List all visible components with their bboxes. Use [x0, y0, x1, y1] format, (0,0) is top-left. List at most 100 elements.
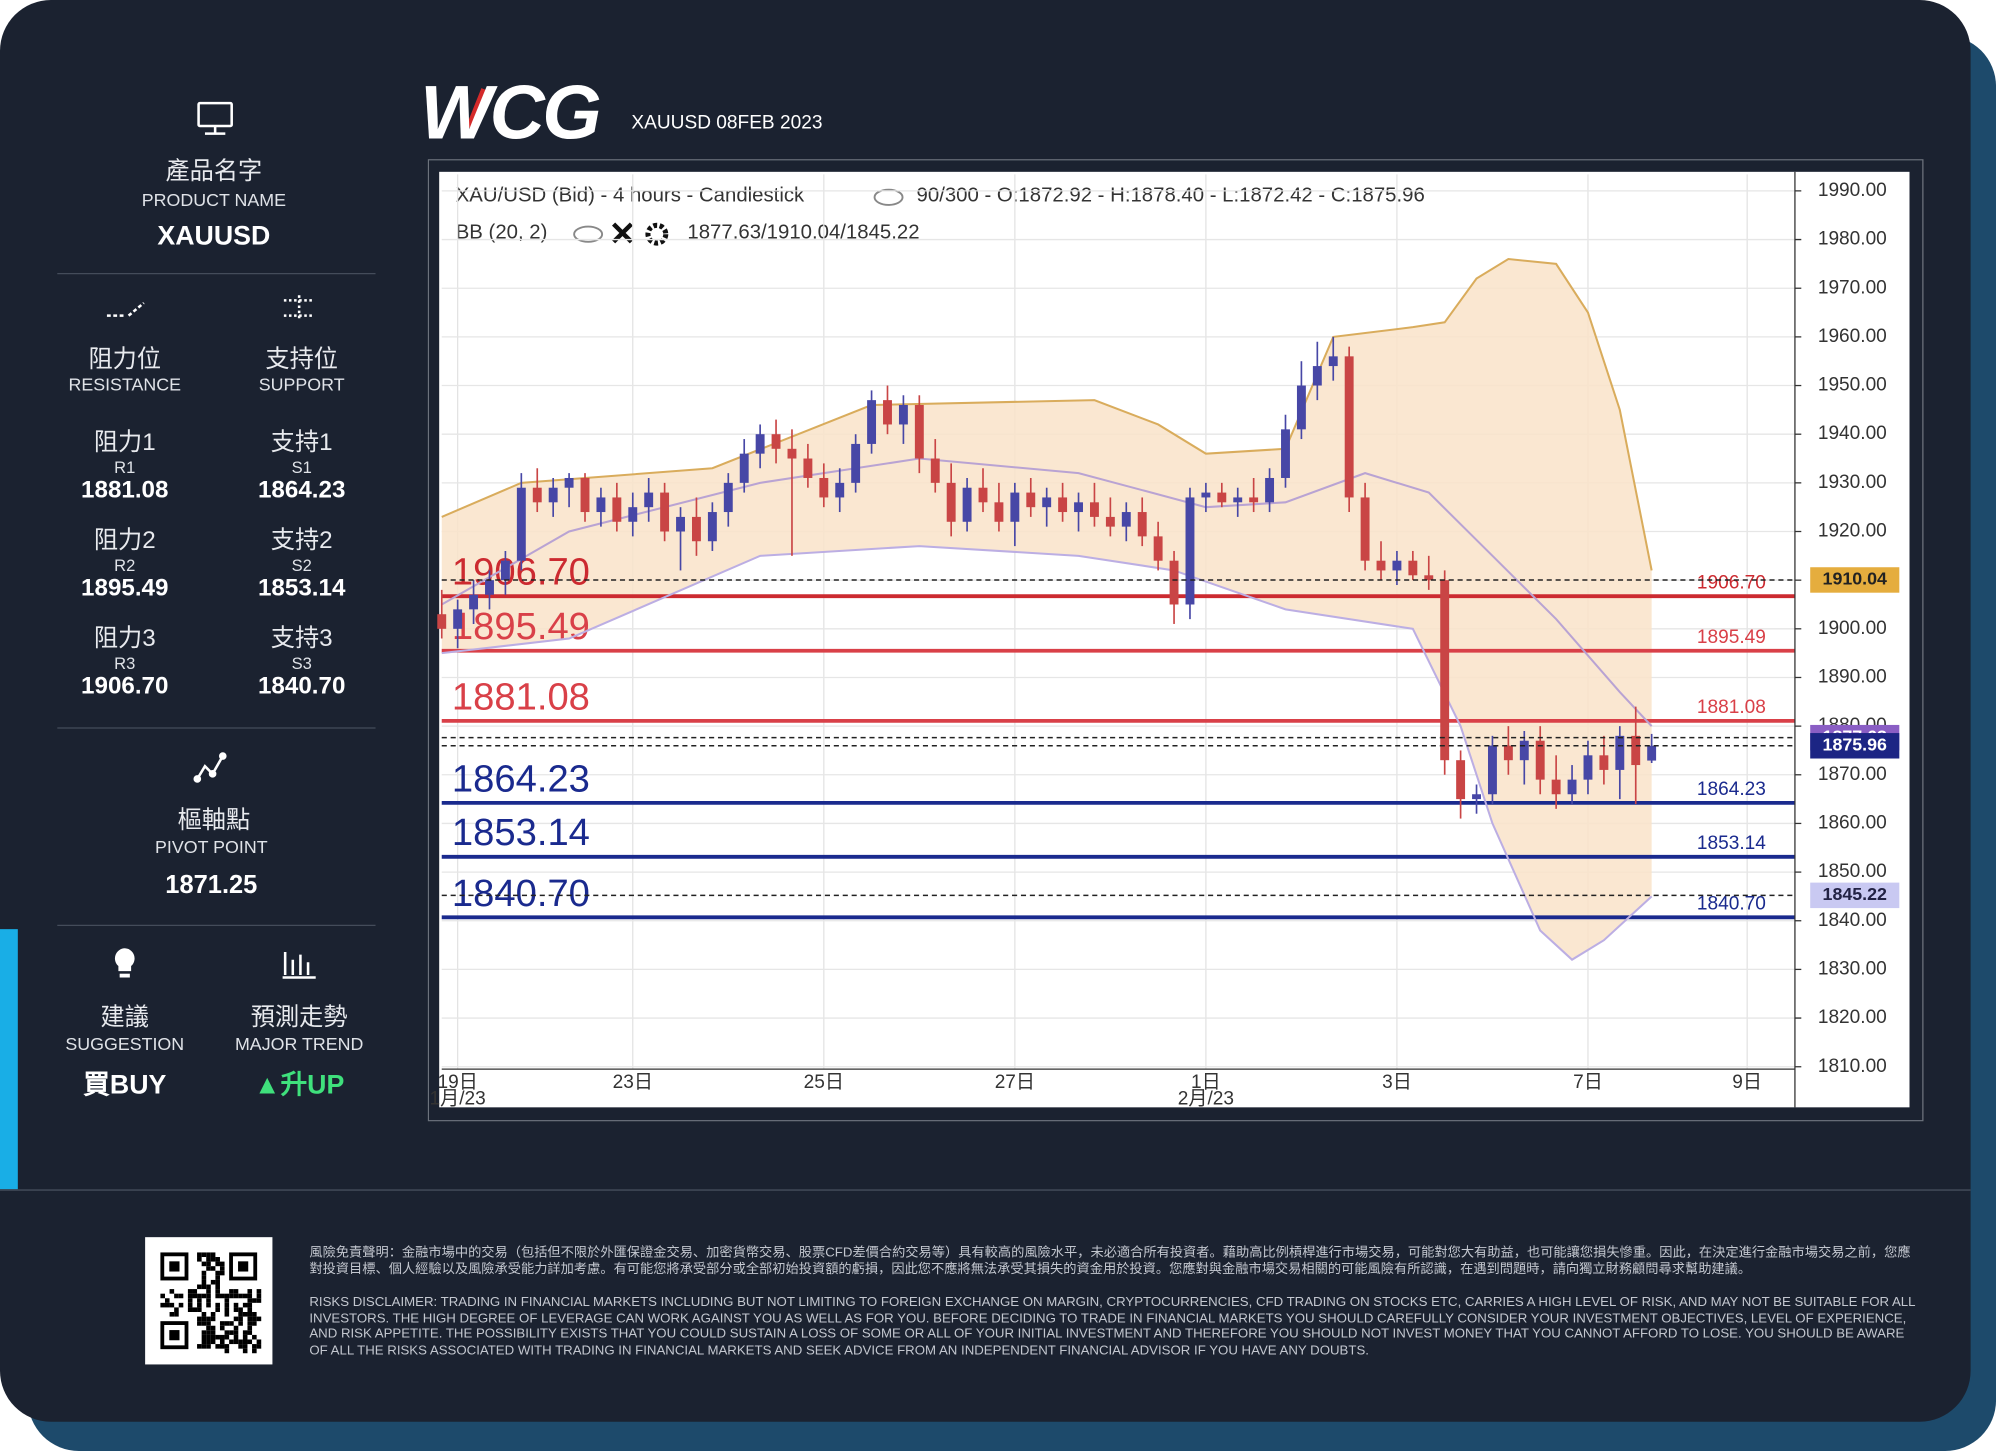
qr-module: [215, 1302, 220, 1308]
candle-body: [453, 609, 463, 629]
qr-module: [247, 1293, 253, 1299]
label-zh: 阻力位: [88, 346, 162, 374]
candle-body: [819, 477, 829, 498]
qr-module: [224, 1307, 230, 1313]
y-tick-label: 1810.00: [1818, 1056, 1887, 1077]
candle-body: [739, 453, 749, 483]
qr-module: [233, 1334, 239, 1340]
candle-body: [1599, 755, 1609, 770]
qr-module: [256, 1298, 262, 1303]
qr-module: [201, 1330, 207, 1335]
qr-module: [224, 1312, 230, 1317]
qr-module: [197, 1298, 202, 1303]
qr-module: [238, 1321, 243, 1326]
qr-module: [206, 1261, 211, 1267]
band-line: [441, 545, 1653, 961]
qr-module: [247, 1325, 253, 1331]
candle-body: [1201, 492, 1211, 498]
y-tick-label: 1840.00: [1818, 910, 1887, 931]
candle-body: [1344, 356, 1354, 498]
suggestion-value: 買BUY: [83, 1070, 167, 1100]
qr-module: [215, 1270, 220, 1276]
candle-body: [612, 497, 622, 522]
candle-body: [1392, 560, 1402, 571]
qr-module: [206, 1334, 211, 1340]
qr-module: [224, 1344, 230, 1349]
qr-module: [164, 1302, 170, 1308]
qr-module: [219, 1344, 225, 1349]
candle-body: [1424, 575, 1434, 581]
accent-strip: [0, 929, 18, 1191]
price-tag: [1810, 567, 1900, 593]
label-en: MAJOR TREND: [234, 1033, 364, 1054]
disclaimer-en: RISKS DISCLAIMER: TRADING IN FINANCIAL M…: [309, 1295, 1916, 1358]
chart-info: 90/300 - O:1872.92 - H:1878.40 - L:1872.…: [917, 184, 1425, 206]
candle-body: [1089, 502, 1099, 517]
qr-module: [224, 1293, 230, 1299]
level-label: 1864.23: [452, 757, 590, 800]
qr-module: [219, 1334, 225, 1340]
candle-body: [1567, 779, 1577, 795]
candle-body: [437, 614, 447, 629]
level-value: 1853.14: [257, 575, 346, 603]
close-icon[interactable]: [612, 222, 633, 244]
level-label-right: 1864.23: [1697, 779, 1766, 800]
qr-module: [219, 1270, 225, 1276]
qr-module: [242, 1344, 248, 1349]
qr-module: [210, 1266, 216, 1271]
qr-module: [169, 1330, 180, 1341]
qr-module: [197, 1293, 202, 1299]
qr-module: [247, 1312, 253, 1317]
qr-module: [197, 1307, 202, 1313]
qr-module: [219, 1321, 225, 1326]
candle-body: [1408, 560, 1418, 576]
qr-module: [169, 1261, 180, 1272]
qr-module: [242, 1348, 248, 1354]
qr-module: [229, 1339, 234, 1345]
qr-module: [252, 1321, 257, 1326]
qr-module: [206, 1298, 211, 1303]
qr-module: [201, 1279, 207, 1285]
candle-body: [883, 400, 892, 425]
candle-body: [1296, 385, 1306, 430]
level-label-zh: 阻力1: [93, 429, 156, 457]
level-value: 1906.70: [81, 673, 169, 701]
eye-icon: [573, 225, 604, 243]
y-tick-label: 1990.00: [1818, 180, 1887, 201]
indicator-values: 1877.63/1910.04/1845.22: [687, 221, 919, 243]
label-zh: 建議: [100, 1004, 149, 1032]
candle-body: [628, 507, 638, 522]
monitor-icon: [197, 101, 233, 128]
qr-module: [210, 1312, 216, 1317]
candle-body: [1074, 502, 1083, 513]
eye-icon: [873, 188, 904, 206]
pivot-icon: [196, 755, 224, 780]
candle-body: [723, 482, 733, 513]
candle-body: [787, 448, 797, 459]
qr-module: [169, 1289, 175, 1294]
label-zh: 預測走勢: [250, 1004, 348, 1032]
icons: [106, 101, 316, 979]
qr-module: [229, 1330, 234, 1335]
qr-module: [224, 1298, 230, 1303]
candle-body: [755, 434, 765, 454]
qr-module: [256, 1339, 262, 1345]
qr-module: [210, 1334, 216, 1340]
qr-module: [206, 1293, 211, 1299]
qr-module: [206, 1316, 211, 1322]
level-label-en: R2: [114, 555, 136, 575]
qr-module: [219, 1261, 225, 1267]
logo: WCG: [420, 70, 602, 156]
qr-module: [229, 1321, 234, 1326]
level-value: 1881.08: [81, 477, 169, 505]
qr-module: [201, 1339, 207, 1345]
level-label-right: 1840.70: [1697, 894, 1766, 915]
pivot-dot: [218, 752, 227, 760]
candle-body: [580, 477, 590, 513]
x-tick-label: 27日: [995, 1072, 1035, 1093]
qr-module: [210, 1257, 216, 1262]
qr-module: [233, 1289, 239, 1294]
qr-module: [201, 1284, 207, 1290]
bulb-base: [119, 973, 130, 978]
chart-title: XAU/USD (Bid) - 4 hours - Candlestick: [456, 184, 805, 206]
